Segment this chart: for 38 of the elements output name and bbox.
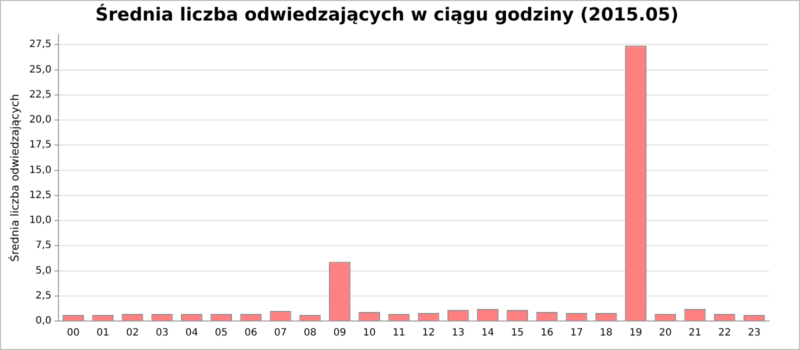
x-tick-label: 09 bbox=[333, 328, 346, 339]
chart-title: Średnia liczba odwiedzających w ciągu godziny (2015.05) bbox=[95, 3, 679, 26]
x-tick-label: 18 bbox=[600, 328, 613, 339]
x-tick-label: 14 bbox=[481, 328, 494, 339]
x-tick-label: 20 bbox=[659, 328, 672, 339]
x-tick-label: 02 bbox=[126, 328, 139, 339]
y-tick-label: 0,0 bbox=[36, 316, 52, 327]
x-tick-label: 05 bbox=[214, 328, 228, 339]
x-tick-label: 10 bbox=[362, 328, 376, 339]
y-tick-label: 25,0 bbox=[29, 64, 52, 76]
x-tick-label: 19 bbox=[629, 328, 642, 339]
y-tick-label: 10,0 bbox=[29, 215, 52, 226]
x-tick-label: 16 bbox=[540, 328, 554, 339]
y-tick-label: 22,5 bbox=[29, 89, 52, 100]
y-tick-label: 27,5 bbox=[29, 39, 52, 50]
x-tick-label: 17 bbox=[570, 328, 583, 339]
x-tick-label: 08 bbox=[304, 328, 316, 339]
y-tick-label: 20,0 bbox=[29, 114, 52, 126]
y-tick-label: 12,5 bbox=[29, 190, 52, 201]
y-axis-title: Średnia liczba odwiedzających bbox=[7, 94, 22, 262]
x-tick-label: 22 bbox=[718, 328, 731, 339]
x-tick-label: 00 bbox=[66, 328, 80, 339]
x-tick-label: 13 bbox=[452, 328, 465, 339]
x-tick-label: 15 bbox=[510, 328, 524, 339]
x-tick-label: 06 bbox=[244, 328, 258, 339]
y-tick-label: 7,5 bbox=[36, 240, 52, 252]
x-tick-label: 07 bbox=[274, 328, 287, 339]
x-tick-label: 11 bbox=[392, 328, 406, 339]
y-tick-label: 17,5 bbox=[29, 140, 52, 151]
y-tick-label: 15,0 bbox=[29, 164, 52, 176]
x-tick-label: 21 bbox=[688, 328, 702, 339]
x-tick-label: 23 bbox=[748, 328, 761, 339]
x-tick-label: 01 bbox=[96, 328, 110, 339]
y-tick-label: 2,5 bbox=[36, 290, 52, 302]
y-tick-label: 5,0 bbox=[36, 265, 52, 276]
x-tick-label: 03 bbox=[156, 328, 168, 339]
x-tick-label: 04 bbox=[185, 328, 198, 339]
x-tick-label: 12 bbox=[422, 328, 435, 339]
